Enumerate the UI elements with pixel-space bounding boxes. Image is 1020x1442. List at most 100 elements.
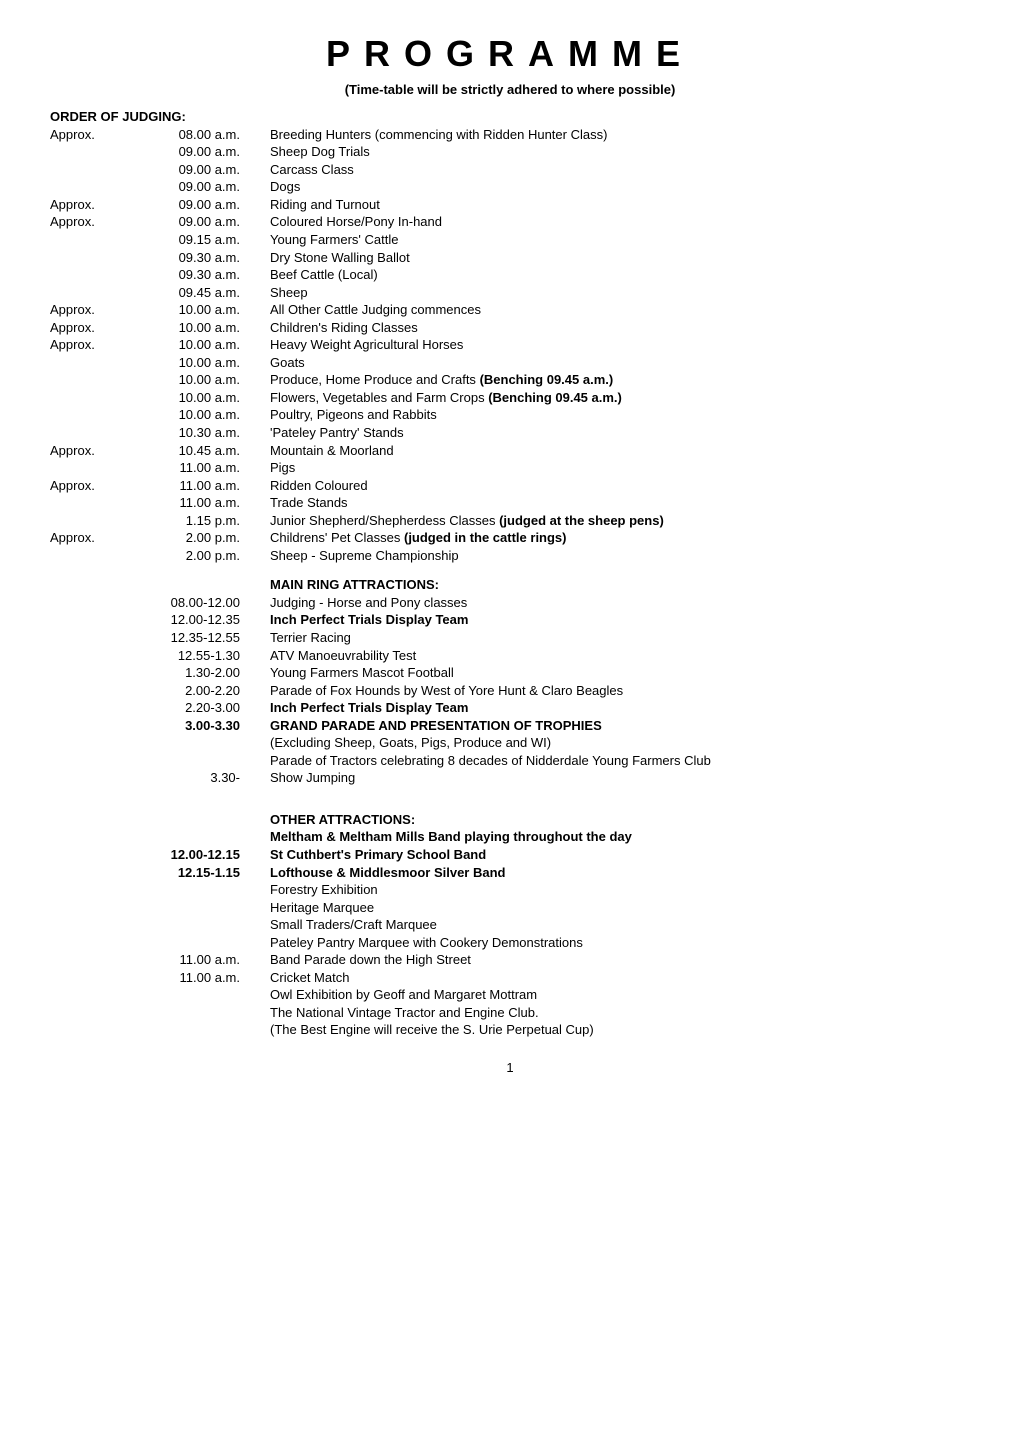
desc-cell: Sheep - Supreme Championship (270, 547, 970, 565)
schedule-row: 10.00 a.m.Poultry, Pigeons and Rabbits (50, 406, 970, 424)
desc-cell: Heritage Marquee (270, 899, 970, 917)
time-cell: 10.00 a.m. (140, 389, 270, 407)
time-cell: 12.55-1.30 (140, 647, 270, 665)
approx-cell: Approx. (50, 336, 140, 354)
desc-cell: Band Parade down the High Street (270, 951, 970, 969)
approx-cell (50, 178, 140, 196)
approx-cell (50, 266, 140, 284)
time-cell: 12.00-12.35 (140, 611, 270, 629)
desc-cell: Heavy Weight Agricultural Horses (270, 336, 970, 354)
time-cell: 09.45 a.m. (140, 284, 270, 302)
approx-cell (50, 864, 140, 882)
approx-cell (50, 284, 140, 302)
approx-cell (50, 881, 140, 899)
schedule-row: 12.35-12.55Terrier Racing (50, 629, 970, 647)
time-cell (140, 752, 270, 770)
time-cell: 09.00 a.m. (140, 178, 270, 196)
desc-cell: Pigs (270, 459, 970, 477)
page-subtitle: (Time-table will be strictly adhered to … (50, 81, 970, 99)
schedule-row: 09.00 a.m.Sheep Dog Trials (50, 143, 970, 161)
desc-cell: Parade of Fox Hounds by West of Yore Hun… (270, 682, 970, 700)
approx-cell (50, 846, 140, 864)
schedule-row: 1.15 p.m.Junior Shepherd/Shepherdess Cla… (50, 512, 970, 530)
time-cell: 08.00 a.m. (140, 126, 270, 144)
time-cell: 11.00 a.m. (140, 969, 270, 987)
time-cell: 12.00-12.15 (140, 846, 270, 864)
time-cell: 2.00 p.m. (140, 547, 270, 565)
schedule-row: 11.00 a.m.Trade Stands (50, 494, 970, 512)
time-cell: 09.00 a.m. (140, 196, 270, 214)
approx-cell (50, 406, 140, 424)
approx-cell (50, 916, 140, 934)
time-cell: 09.30 a.m. (140, 266, 270, 284)
approx-cell (50, 611, 140, 629)
approx-cell (50, 664, 140, 682)
schedule-row: 09.00 a.m.Carcass Class (50, 161, 970, 179)
desc-cell: Owl Exhibition by Geoff and Margaret Mot… (270, 986, 970, 1004)
schedule-row: 09.30 a.m.Beef Cattle (Local) (50, 266, 970, 284)
approx-cell: Approx. (50, 477, 140, 495)
desc-cell: The National Vintage Tractor and Engine … (270, 1004, 970, 1022)
desc-cell: GRAND PARADE AND PRESENTATION OF TROPHIE… (270, 717, 970, 735)
schedule-row: Meltham & Meltham Mills Band playing thr… (50, 828, 970, 846)
schedule-row: 3.00-3.30GRAND PARADE AND PRESENTATION O… (50, 717, 970, 735)
time-cell (140, 986, 270, 1004)
schedule-row: 09.30 a.m.Dry Stone Walling Ballot (50, 249, 970, 267)
desc-cell: Show Jumping (270, 769, 970, 787)
time-cell (140, 899, 270, 917)
time-cell: 10.00 a.m. (140, 371, 270, 389)
schedule-row: 10.30 a.m.'Pateley Pantry' Stands (50, 424, 970, 442)
schedule-row: (The Best Engine will receive the S. Uri… (50, 1021, 970, 1039)
approx-cell (50, 899, 140, 917)
time-cell: 10.00 a.m. (140, 319, 270, 337)
schedule-row: Approx.10.00 a.m.All Other Cattle Judgin… (50, 301, 970, 319)
desc-cell: Small Traders/Craft Marquee (270, 916, 970, 934)
time-cell: 09.30 a.m. (140, 249, 270, 267)
time-cell (140, 828, 270, 846)
approx-cell (50, 594, 140, 612)
time-cell (140, 916, 270, 934)
desc-cell: Cricket Match (270, 969, 970, 987)
time-cell (140, 934, 270, 952)
time-cell: 10.30 a.m. (140, 424, 270, 442)
main-ring-heading: MAIN RING ATTRACTIONS: (270, 576, 970, 594)
time-cell: 11.00 a.m. (140, 951, 270, 969)
approx-cell: Approx. (50, 319, 140, 337)
desc-cell: Riding and Turnout (270, 196, 970, 214)
approx-cell (50, 682, 140, 700)
approx-cell (50, 231, 140, 249)
time-cell: 10.00 a.m. (140, 301, 270, 319)
approx-cell (50, 371, 140, 389)
schedule-row: 10.00 a.m.Flowers, Vegetables and Farm C… (50, 389, 970, 407)
approx-cell (50, 986, 140, 1004)
schedule-row: 2.00-2.20Parade of Fox Hounds by West of… (50, 682, 970, 700)
time-cell: 2.20-3.00 (140, 699, 270, 717)
schedule-row: 12.00-12.15St Cuthbert's Primary School … (50, 846, 970, 864)
desc-cell: Sheep Dog Trials (270, 143, 970, 161)
approx-cell: Approx. (50, 196, 140, 214)
schedule-row: Approx.2.00 p.m.Childrens' Pet Classes (… (50, 529, 970, 547)
desc-cell: Parade of Tractors celebrating 8 decades… (270, 752, 970, 770)
desc-cell: Ridden Coloured (270, 477, 970, 495)
time-cell: 09.00 a.m. (140, 213, 270, 231)
schedule-row: Approx.10.00 a.m.Heavy Weight Agricultur… (50, 336, 970, 354)
desc-cell: 'Pateley Pantry' Stands (270, 424, 970, 442)
desc-cell: Poultry, Pigeons and Rabbits (270, 406, 970, 424)
schedule-row: 12.00-12.35Inch Perfect Trials Display T… (50, 611, 970, 629)
approx-cell: Approx. (50, 126, 140, 144)
page-number: 1 (50, 1059, 970, 1077)
time-cell: 10.00 a.m. (140, 406, 270, 424)
schedule-row: 10.00 a.m.Goats (50, 354, 970, 372)
schedule-row: 2.00 p.m.Sheep - Supreme Championship (50, 547, 970, 565)
schedule-row: Forestry Exhibition (50, 881, 970, 899)
time-cell (140, 881, 270, 899)
schedule-row: 12.15-1.15Lofthouse & Middlesmoor Silver… (50, 864, 970, 882)
desc-cell: Carcass Class (270, 161, 970, 179)
time-cell (140, 1021, 270, 1039)
time-cell: 12.35-12.55 (140, 629, 270, 647)
schedule-row: 09.45 a.m.Sheep (50, 284, 970, 302)
time-cell: 2.00-2.20 (140, 682, 270, 700)
approx-cell (50, 161, 140, 179)
approx-cell (50, 1021, 140, 1039)
desc-cell: Pateley Pantry Marquee with Cookery Demo… (270, 934, 970, 952)
